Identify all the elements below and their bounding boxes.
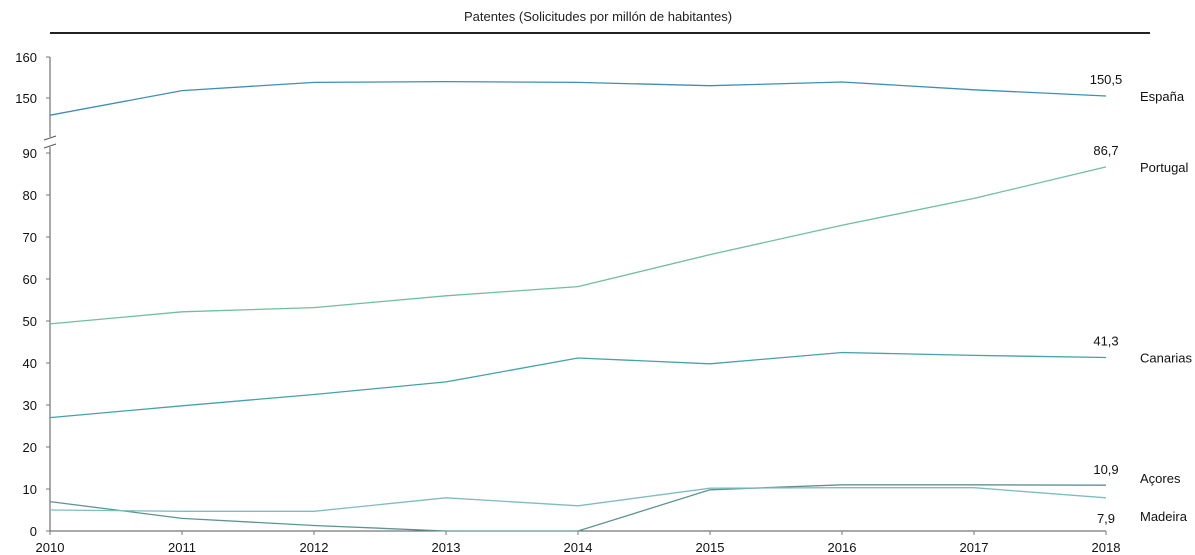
x-tick-label: 2018 xyxy=(1092,540,1121,555)
series-line-madeira xyxy=(49,487,1107,512)
series-label-ac-ores: Açores xyxy=(1140,471,1181,486)
axis-break-mark xyxy=(43,135,57,141)
series-line-ac-ores xyxy=(49,484,1107,532)
x-tick-label: 2016 xyxy=(828,540,857,555)
labels-layer: España 150,5 Portugal 86,7 Canarias 41,3 Açore… xyxy=(1090,72,1193,526)
y-tick-label: 160 xyxy=(15,50,37,65)
series-label-canarias: Canarias xyxy=(1140,351,1193,366)
series-line-portugal xyxy=(49,166,1107,325)
x-tick-label: 2010 xyxy=(36,540,65,555)
x-tick-label: 2012 xyxy=(300,540,329,555)
data-label-espan-a: 150,5 xyxy=(1090,72,1123,87)
series-label-madeira: Madeira xyxy=(1140,509,1188,524)
axis-break-mark xyxy=(43,143,57,149)
y-tick-label: 150 xyxy=(15,91,37,106)
x-tick-label: 2017 xyxy=(960,540,989,555)
chart-title: Patentes (Solicitudes por millón de habi… xyxy=(464,9,732,24)
x-tick-label: 2013 xyxy=(432,540,461,555)
data-label-ac-ores: 10,9 xyxy=(1093,462,1118,477)
y-tick-label: 50 xyxy=(23,314,37,329)
y-tick-label: 90 xyxy=(23,146,37,161)
x-tick-label: 2011 xyxy=(168,540,196,555)
axes: 0 10 20 30 40 50 60 70 80 90 150 160 2010 2011 2012 201… xyxy=(15,50,1120,555)
x-tick-label: 2014 xyxy=(564,540,593,555)
series-label-espan-a: España xyxy=(1140,89,1185,104)
x-tick-label: 2015 xyxy=(696,540,725,555)
series-line-canarias xyxy=(49,351,1107,419)
data-label-portugal: 86,7 xyxy=(1093,143,1118,158)
y-tick-label: 10 xyxy=(23,482,37,497)
y-tick-label: 70 xyxy=(23,230,37,245)
series-label-portugal: Portugal xyxy=(1140,160,1189,175)
y-tick-label: 40 xyxy=(23,356,37,371)
y-tick-label: 30 xyxy=(23,398,37,413)
series-layer xyxy=(49,80,1107,532)
y-tick-label: 20 xyxy=(23,440,37,455)
data-label-madeira: 7,9 xyxy=(1097,511,1115,526)
y-tick-label: 80 xyxy=(23,188,37,203)
series-line-espan-a xyxy=(49,80,1107,116)
y-tick-label: 0 xyxy=(30,524,37,539)
y-tick-label: 60 xyxy=(23,272,37,287)
data-label-canarias: 41,3 xyxy=(1093,334,1118,349)
